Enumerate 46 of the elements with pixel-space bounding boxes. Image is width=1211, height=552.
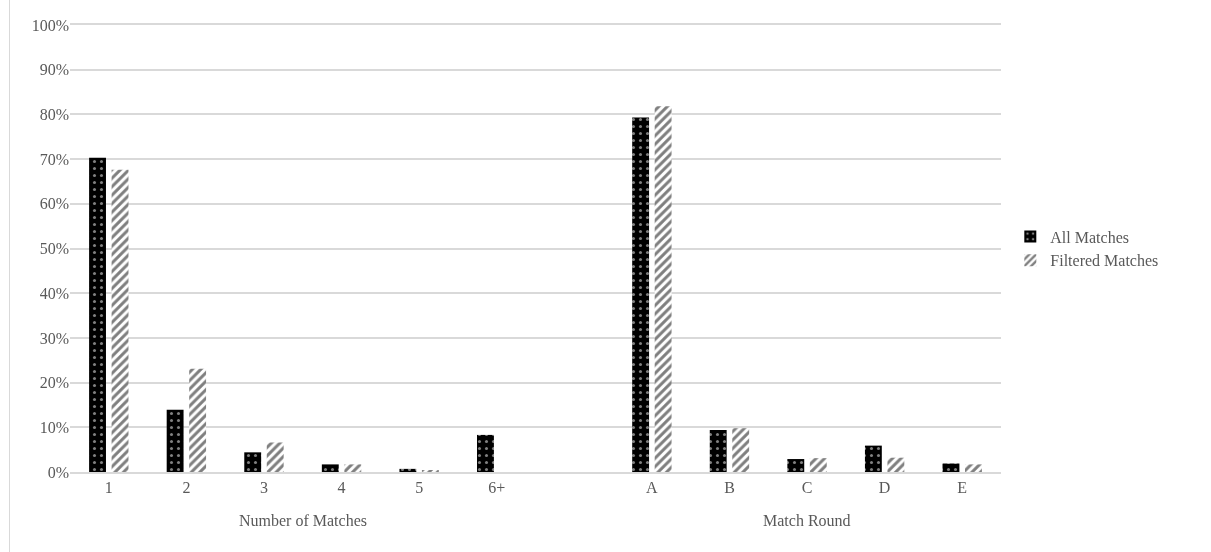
x-tick-label: 3 — [259, 478, 268, 496]
x-tick-label: 4 — [337, 478, 346, 496]
bar — [321, 464, 339, 472]
bar — [89, 157, 106, 472]
bar — [632, 117, 650, 472]
bar — [732, 428, 750, 472]
x-tick-label: B — [724, 478, 735, 496]
y-tick-label: 80% — [39, 106, 69, 123]
y-tick-label: 30% — [39, 329, 69, 347]
bar — [344, 464, 362, 472]
y-tick-label: 10% — [39, 418, 69, 436]
text: Number of Matches — [239, 512, 367, 529]
bar — [111, 169, 129, 472]
bar — [942, 463, 960, 472]
bar — [477, 434, 494, 472]
x-tick-label: 6+ — [488, 478, 506, 496]
x-tick-label: D — [878, 478, 891, 496]
x-tick-label: E — [957, 478, 968, 496]
x-tick-label: 5 — [415, 478, 424, 496]
bar — [864, 445, 882, 472]
y-tick-label: 40% — [39, 284, 69, 302]
bar — [965, 464, 982, 472]
y-tick-label: 70% — [39, 150, 69, 168]
bar — [654, 106, 672, 472]
bar — [787, 459, 805, 472]
y-tick-label: 20% — [39, 374, 69, 392]
x-tick-label: C — [801, 478, 813, 496]
bar — [244, 452, 262, 472]
bar — [809, 458, 827, 472]
y-tick-label: 60% — [39, 195, 69, 213]
bar — [166, 409, 184, 472]
x-tick-label: 2 — [182, 478, 191, 496]
bar — [709, 429, 727, 472]
x-tick-label: A — [646, 478, 659, 496]
y-tick-label: 90% — [39, 61, 69, 79]
bar — [189, 368, 207, 472]
bar — [399, 468, 417, 472]
text: All Matches — [1050, 228, 1129, 246]
text: Match Round — [763, 512, 851, 529]
bar — [887, 457, 905, 472]
bar — [266, 442, 284, 472]
text: Filtered Matches — [1050, 252, 1159, 270]
x-tick-label: 1 — [104, 478, 113, 496]
y-tick-label: 100% — [31, 16, 69, 34]
y-tick-label: 0% — [47, 463, 69, 481]
y-tick-label: 50% — [39, 240, 69, 258]
